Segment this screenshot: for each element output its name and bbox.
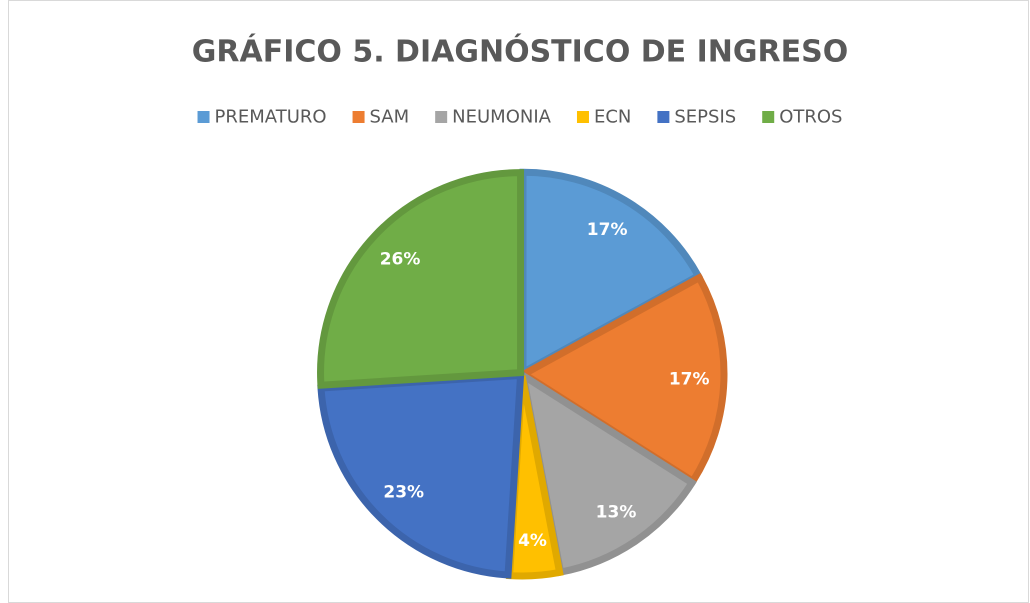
data-label: 13% [596, 502, 637, 522]
data-label: 17% [587, 220, 628, 240]
pie-slice [518, 368, 697, 577]
data-label: 17% [669, 369, 710, 389]
pie-slice [317, 371, 525, 579]
pie-slice [317, 169, 525, 389]
legend-label: PREMATURO [215, 107, 327, 128]
legend-label: NEUMONIA [452, 107, 551, 128]
data-label: 4% [518, 531, 547, 551]
legend-swatch [657, 111, 670, 123]
legend-label: ECN [594, 107, 631, 128]
pie-slice [519, 168, 704, 379]
data-label: 26% [380, 249, 421, 269]
legend-label: OTROS [779, 107, 842, 128]
legend-swatch [576, 111, 589, 123]
chart-title: GRÁFICO 5. DIAGNÓSTICO DE INGRESO [192, 33, 848, 70]
legend-label: SAM [370, 107, 410, 128]
legend-swatch [435, 111, 448, 123]
legend-swatch [197, 111, 210, 123]
data-label: 23% [383, 482, 424, 502]
legend-label: SEPSIS [674, 107, 736, 128]
pie-slice [517, 272, 728, 487]
legend-swatch [762, 111, 775, 123]
legend-swatch [352, 111, 365, 123]
